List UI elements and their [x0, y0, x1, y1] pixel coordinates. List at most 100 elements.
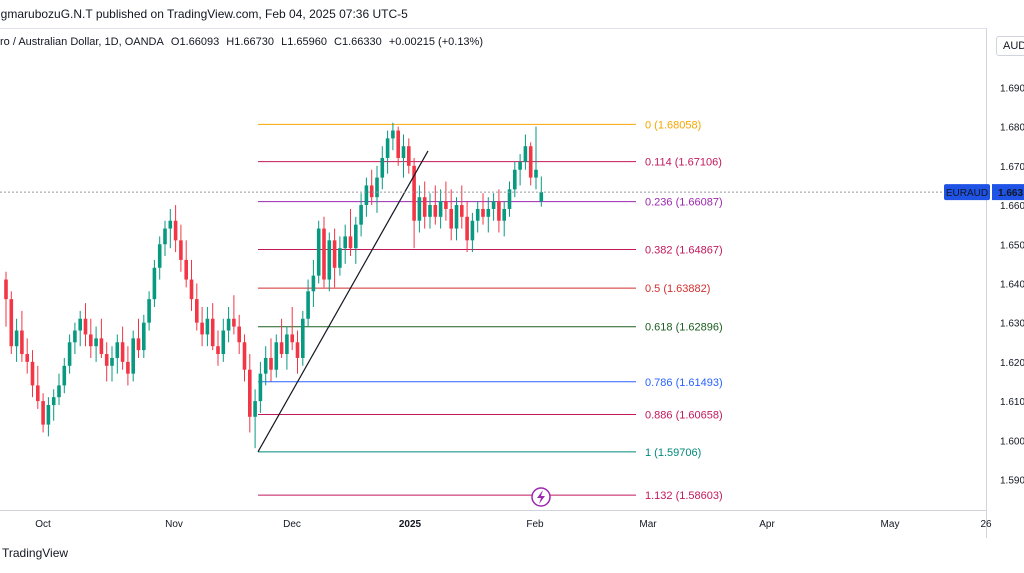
- candle: [460, 185, 464, 229]
- candle: [369, 169, 374, 206]
- candle-body: [470, 220, 475, 241]
- candle-body: [369, 185, 374, 198]
- candle: [391, 122, 395, 151]
- candle: [184, 240, 188, 288]
- candle-body: [295, 342, 300, 358]
- candle: [200, 306, 204, 347]
- x-tick-label: 26: [980, 519, 992, 530]
- candle-body: [152, 267, 157, 300]
- candle: [279, 318, 284, 358]
- candle-body: [269, 357, 273, 370]
- candle-body: [253, 401, 257, 417]
- candle-body: [89, 334, 93, 347]
- candle-body: [534, 169, 538, 178]
- candle-body: [83, 318, 88, 335]
- candle: [104, 342, 109, 382]
- candle: [242, 334, 247, 382]
- candle-body: [454, 205, 459, 229]
- candle-body: [216, 346, 220, 355]
- candle: [523, 134, 528, 170]
- candle: [470, 212, 475, 253]
- candle-body: [279, 342, 284, 355]
- candle: [475, 201, 480, 233]
- candle: [449, 189, 453, 241]
- symbol-badge: EURAUD: [946, 188, 988, 199]
- candle: [110, 346, 114, 382]
- legend-close: C1.66330: [334, 36, 382, 48]
- price-axis-ticks: 1.590 1.600 1.610 1.620 1.630 1.640 1.650 1.660…: [1000, 83, 1024, 486]
- candle: [120, 326, 125, 370]
- candle-body: [428, 205, 432, 217]
- candle: [67, 334, 72, 374]
- candle: [147, 291, 151, 331]
- candle-body: [173, 220, 178, 241]
- candle-body: [518, 161, 522, 170]
- candle-body: [62, 365, 67, 386]
- candle-body: [67, 342, 72, 366]
- candle: [269, 338, 273, 382]
- y-tick-label: 1.640: [1000, 279, 1024, 290]
- candle: [375, 165, 379, 213]
- fib-level-label: 1 (1.59706): [645, 447, 701, 459]
- legend-low: L1.65960: [281, 36, 327, 48]
- candle: [152, 259, 157, 307]
- legend-high: H1.66730: [226, 36, 275, 48]
- candle: [417, 185, 422, 233]
- candle: [99, 318, 104, 358]
- candle: [248, 354, 252, 433]
- candle-body: [343, 236, 347, 249]
- candle-body: [332, 240, 337, 268]
- candle-body: [460, 205, 464, 217]
- candle-body: [354, 224, 358, 249]
- candle-body: [412, 165, 416, 221]
- candle-body: [46, 405, 51, 425]
- candle: [9, 291, 14, 355]
- candle-body: [375, 177, 379, 198]
- candle: [4, 271, 8, 327]
- candle: [285, 326, 289, 370]
- candle: [142, 314, 146, 358]
- trendline: [257, 150, 429, 453]
- candle: [338, 236, 342, 276]
- candle: [444, 181, 448, 221]
- x-tick-label: Mar: [639, 519, 657, 530]
- candle: [221, 318, 226, 362]
- candle-body: [4, 279, 8, 300]
- candle: [131, 330, 135, 382]
- candle-body: [475, 208, 480, 221]
- candle: [216, 330, 220, 366]
- candle: [491, 193, 496, 221]
- candle-body: [502, 208, 506, 221]
- price-axis[interactable]: [986, 28, 1024, 538]
- candle-body: [348, 236, 353, 249]
- candle-body: [99, 338, 104, 355]
- candle-body: [396, 130, 400, 158]
- candle: [518, 154, 522, 186]
- candle-body: [401, 146, 406, 158]
- candle: [57, 373, 61, 406]
- candle-body: [136, 338, 141, 351]
- y-tick-label: 1.660: [1000, 201, 1024, 212]
- candle-body: [189, 279, 194, 300]
- candle: [237, 314, 241, 355]
- currency-badge[interactable]: AUD: [996, 36, 1024, 56]
- candle-body: [51, 397, 56, 406]
- candle: [210, 303, 215, 351]
- fib-level-label: 0.886 (1.60658): [645, 410, 723, 422]
- candle: [359, 193, 363, 237]
- candle-body: [110, 357, 114, 366]
- x-tick-label: Apr: [759, 519, 775, 530]
- y-tick-label: 1.630: [1000, 319, 1024, 330]
- y-tick-label: 1.670: [1000, 162, 1024, 173]
- chart-pane[interactable]: [0, 28, 986, 511]
- y-tick-label: 1.620: [1000, 358, 1024, 369]
- fib-retracement-levels: 0 (1.68058) 0.114 (1.67106) 0.236 (1.66087…: [258, 119, 723, 502]
- candle-body: [263, 357, 268, 374]
- candle: [385, 130, 390, 174]
- candle-body: [20, 330, 24, 355]
- candle: [89, 318, 93, 358]
- fib-level-label: 0.5 (1.63882): [645, 283, 710, 295]
- candle-body: [359, 205, 363, 225]
- time-axis[interactable]: [0, 510, 986, 539]
